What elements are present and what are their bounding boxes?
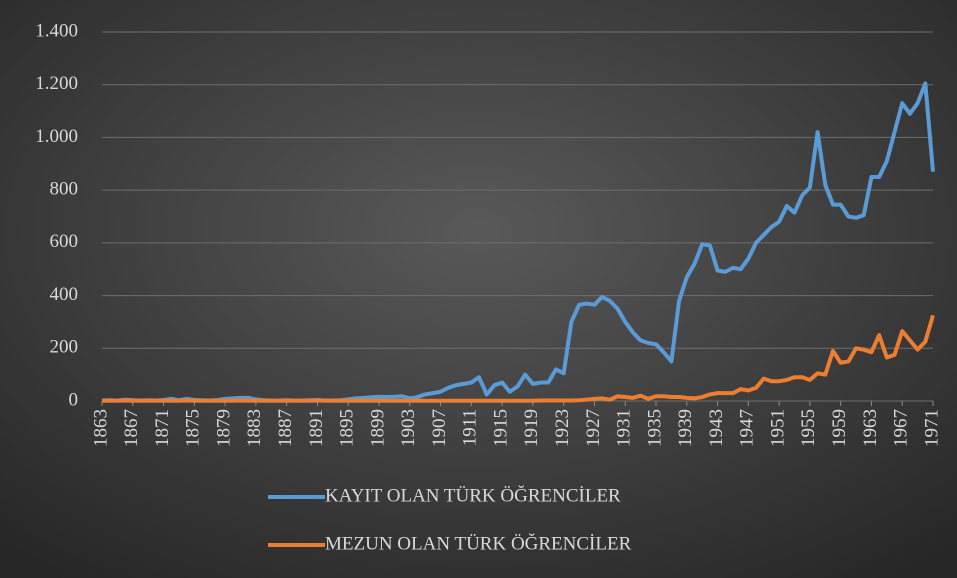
- x-tick-label: 1955: [798, 409, 819, 447]
- x-tick-label: 1887: [275, 409, 296, 447]
- y-tick-label: 600: [50, 231, 79, 252]
- x-tick-label: 1951: [767, 409, 788, 447]
- x-tick-label: 1903: [398, 409, 419, 447]
- y-tick-label: 400: [50, 284, 79, 305]
- x-tick-label: 1879: [213, 409, 234, 447]
- series-line: [102, 314, 935, 403]
- x-tick-label: 1959: [829, 409, 850, 447]
- x-tick-label: 1867: [121, 409, 142, 447]
- x-tick-label: 1923: [552, 409, 573, 447]
- x-tick-label: 1947: [737, 409, 758, 447]
- x-tick-label: 1963: [860, 409, 881, 447]
- x-tick-label: 1899: [367, 409, 388, 447]
- x-tick-label: 1971: [921, 409, 942, 447]
- y-tick-label: 1.200: [35, 73, 78, 94]
- x-tick-label: 1883: [244, 409, 265, 447]
- x-tick-label: 1919: [521, 409, 542, 447]
- y-tick-label: 1.000: [35, 126, 78, 147]
- x-tick-label: 1931: [614, 409, 635, 447]
- x-tick-label: 1915: [490, 409, 511, 447]
- x-tick-label: 1967: [891, 409, 912, 447]
- x-tick-label: 1895: [337, 409, 358, 447]
- x-tick-label: 1935: [644, 409, 665, 447]
- x-tick-label: 1927: [583, 409, 604, 447]
- y-tick-label: 800: [50, 179, 79, 200]
- y-tick-label: 0: [69, 389, 79, 410]
- x-tick-label: 1871: [152, 409, 173, 447]
- legend-label: KAYIT OLAN TÜRK ÖĞRENCİLER: [325, 484, 621, 506]
- x-tick-label: 1911: [460, 409, 481, 446]
- legend-label: MEZUN OLAN TÜRK ÖĞRENCİLER: [325, 532, 632, 554]
- x-tick-label: 1875: [183, 409, 204, 447]
- x-tick-label: 1891: [306, 409, 327, 447]
- x-tick-label: 1863: [90, 409, 111, 447]
- y-tick-label: 200: [50, 337, 79, 358]
- y-tick-label: 1.400: [35, 20, 78, 41]
- series-line: [101, 81, 935, 403]
- x-tick-label: 1943: [706, 409, 727, 447]
- x-tick-label: 1907: [429, 409, 450, 447]
- x-tick-label: 1939: [675, 409, 696, 447]
